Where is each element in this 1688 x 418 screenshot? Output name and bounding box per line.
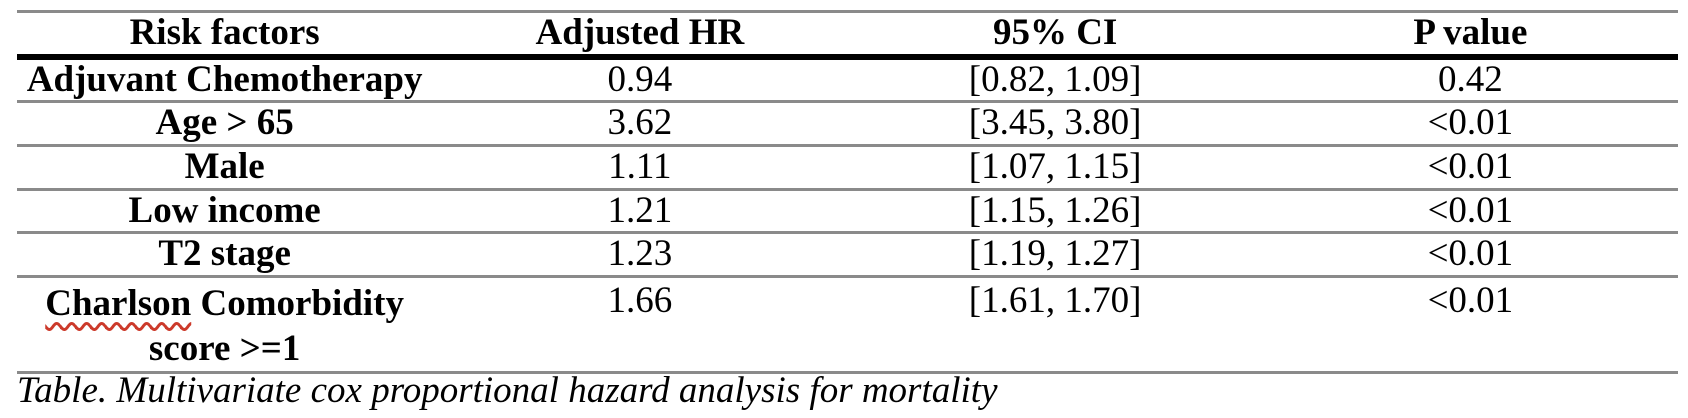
risk-factor-cell: Low income — [128, 189, 321, 231]
p-value-cell: <0.01 — [1427, 189, 1514, 231]
table-row: Adjuvant Chemotherapy 0.94 [0.82, 1.09] … — [17, 57, 1678, 102]
risk-factor-cell: T2 stage — [158, 233, 291, 275]
risk-factor-cell: Male — [184, 146, 265, 188]
risk-factor-line1-rest: Comorbidity — [191, 283, 404, 325]
ci-cell: [3.45, 3.80] — [968, 102, 1142, 144]
col-header-p-value: P value — [1413, 12, 1528, 53]
adjusted-hr-cell: 0.94 — [607, 58, 673, 100]
table-row: T2 stage 1.23 [1.19, 1.27] <0.01 — [17, 233, 1678, 277]
ci-cell: [1.15, 1.26] — [968, 189, 1142, 231]
risk-factor-line1: Charlson Comorbidity — [17, 281, 432, 326]
ci-cell: [1.07, 1.15] — [968, 146, 1142, 188]
ci-cell: [1.19, 1.27] — [968, 233, 1142, 275]
table-caption: Table. Multivariate cox proportional haz… — [17, 370, 998, 411]
ci-cell: [0.82, 1.09] — [968, 58, 1142, 100]
table-row: Low income 1.21 [1.15, 1.26] <0.01 — [17, 189, 1678, 233]
p-value-cell: <0.01 — [1427, 102, 1514, 144]
adjusted-hr-cell: 3.62 — [607, 102, 673, 144]
misspelled-word: Charlson — [45, 283, 192, 325]
col-header-risk-factors: Risk factors — [129, 12, 320, 53]
p-value-cell: 0.42 — [1438, 58, 1503, 100]
col-header-95-ci: 95% CI — [992, 12, 1118, 53]
adjusted-hr-cell: 1.21 — [607, 189, 673, 231]
adjusted-hr-cell: 1.66 — [607, 280, 673, 322]
p-value-cell: <0.01 — [1427, 233, 1514, 275]
table-row: Charlson Comorbidity score >=1 1.66 [1.6… — [17, 277, 1678, 373]
risk-factor-cell: Charlson Comorbidity score >=1 — [17, 277, 432, 373]
risk-factor-cell: Adjuvant Chemotherapy — [26, 58, 423, 100]
p-value-cell: <0.01 — [1427, 146, 1514, 188]
table-row: Age > 65 3.62 [3.45, 3.80] <0.01 — [17, 102, 1678, 146]
risk-factor-line2: score >=1 — [148, 328, 301, 370]
col-header-adjusted-hr: Adjusted HR — [535, 12, 745, 53]
table-row: Male 1.11 [1.07, 1.15] <0.01 — [17, 146, 1678, 190]
hazard-analysis-table: Risk factors Adjusted HR 95% CI P value … — [17, 10, 1678, 374]
adjusted-hr-cell: 1.11 — [608, 146, 672, 188]
ci-cell: [1.61, 1.70] — [968, 280, 1142, 322]
table-header-row: Risk factors Adjusted HR 95% CI P value — [17, 12, 1678, 57]
risk-factor-cell: Age > 65 — [155, 102, 294, 144]
p-value-cell: <0.01 — [1427, 280, 1514, 322]
adjusted-hr-cell: 1.23 — [607, 233, 673, 275]
